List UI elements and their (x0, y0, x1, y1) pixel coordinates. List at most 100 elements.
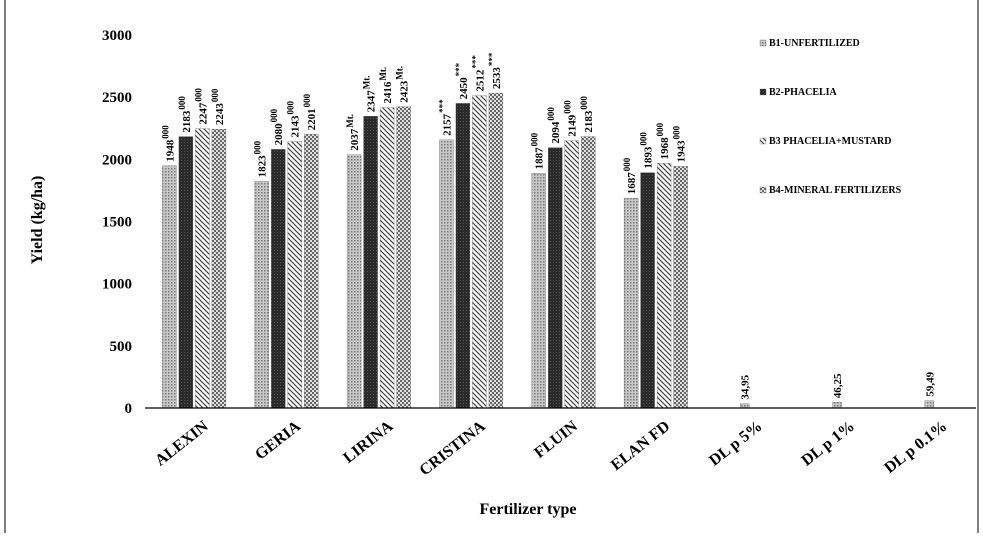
y-tick-label: 1000 (102, 277, 132, 293)
x-tick-label: DL p 5% (706, 418, 766, 470)
significance-mark: 000 (286, 101, 296, 115)
legend-swatch (759, 88, 767, 96)
legend-swatch (759, 186, 767, 194)
significance-mark: 000 (563, 100, 573, 114)
bar (472, 95, 487, 409)
bar-value-label: 2037Mt. (345, 114, 361, 151)
bar (346, 154, 362, 409)
bar-value-label: 2416Mt. (378, 67, 394, 104)
bar-value-label: 2243000 (210, 88, 226, 125)
significance-mark: 000 (639, 132, 649, 146)
bar (673, 166, 688, 409)
significance-mark: 000 (177, 96, 187, 110)
significance-mark: 000 (655, 122, 665, 136)
bar (656, 163, 672, 409)
y-tick-label: 500 (110, 339, 133, 355)
significance-mark: *** (487, 52, 497, 66)
y-tick-label: 2000 (102, 152, 132, 168)
bar-value-label: 46,25 (832, 373, 844, 398)
bar-value-label: 1893000 (639, 132, 655, 169)
legend-label: B1-UNFERTILIZED (769, 38, 860, 49)
bar (740, 403, 750, 409)
bar (304, 134, 319, 409)
x-tick-label: LIRINA (340, 417, 396, 466)
y-tick-label: 2500 (102, 90, 132, 106)
bar (178, 136, 194, 409)
significance-mark: 000 (210, 88, 220, 102)
x-axis: ALEXIN GERIA LIRINA CRISTINA FLUIN ELAN FD DL … (145, 407, 976, 479)
bar-value-label: 59,49 (924, 371, 936, 396)
bar-value-label: 2247000 (193, 88, 209, 125)
bar (396, 106, 411, 409)
significance-mark: 000 (579, 96, 589, 110)
bar (287, 141, 302, 409)
bar-value-label: 1943000 (672, 125, 688, 162)
bar (488, 92, 504, 409)
significance-mark: 000 (622, 157, 632, 171)
bar (581, 136, 596, 409)
bar-value-label: 2512*** (470, 55, 486, 92)
significance-mark: 000 (530, 132, 540, 146)
x-tick-label: FLUIN (531, 417, 581, 461)
significance-mark: *** (470, 55, 480, 69)
bar (379, 107, 395, 409)
significance-mark: 000 (269, 108, 279, 122)
bar (254, 181, 269, 409)
bar-value-label: 2450*** (454, 62, 470, 99)
bar-value-label: 2094000 (546, 107, 562, 144)
bar (623, 198, 639, 409)
bar-value-label: 1948000 (160, 125, 176, 162)
bar (363, 116, 378, 409)
bar-value-label: 1887000 (530, 132, 546, 169)
x-axis-title: Fertilizer type (480, 501, 577, 518)
bar-value-label: 2149000 (563, 100, 579, 137)
x-tick-label: CRISTINA (417, 417, 489, 479)
significance-mark: Mt. (378, 67, 388, 81)
significance-mark: 000 (546, 107, 556, 121)
bar-value-label: 2183000 (177, 96, 193, 133)
significance-mark: Mt. (362, 75, 372, 89)
x-tick-label: DL p 1% (798, 418, 858, 470)
y-tick-label: 0 (125, 401, 133, 417)
y-tick-label: 3000 (102, 28, 132, 44)
significance-mark: 000 (672, 125, 682, 139)
bar (548, 147, 563, 409)
bar (531, 173, 546, 409)
bar-value-label: 1687000 (622, 157, 638, 194)
y-axis: 0 500 1000 1500 2000 2500 3000 (102, 28, 132, 417)
legend: B1-UNFERTILIZED B2-PHACELIA B3 PHACELIA+MU… (759, 38, 902, 196)
bar (640, 172, 655, 409)
bar (195, 128, 210, 409)
significance-mark: 000 (253, 140, 263, 154)
bar (564, 140, 579, 409)
bar-value-label: 2533*** (487, 52, 503, 89)
bar (439, 139, 454, 409)
bar (271, 149, 286, 409)
significance-mark: Mt. (395, 66, 405, 80)
significance-mark: 000 (193, 88, 203, 102)
bar-value-label: 2157*** (437, 99, 453, 136)
x-tick-label: GERIA (252, 417, 304, 463)
significance-mark: *** (454, 62, 464, 76)
bar-value-label: 34,95 (740, 374, 752, 399)
significance-mark: *** (437, 99, 447, 113)
bar-value-label: 2143000 (286, 101, 302, 138)
y-axis-title: Yield (kg/ha) (29, 176, 46, 265)
x-tick-label: DL p 0.1% (881, 418, 950, 477)
bar-value-label: 2423Mt. (395, 66, 411, 103)
bar (162, 165, 177, 409)
x-tick-label: ALEXIN (152, 417, 212, 469)
legend-swatch (759, 39, 767, 47)
significance-mark: 000 (302, 93, 312, 107)
bar-value-label: 1968000 (655, 122, 671, 159)
bar-value-label: 1823000 (253, 140, 269, 177)
y-tick-label: 1500 (102, 215, 132, 231)
bar (455, 103, 471, 409)
bar (832, 402, 842, 409)
bar-value-label: 2080000 (269, 108, 285, 145)
bar-value-label: 2347Mt. (362, 75, 378, 112)
bar (211, 128, 227, 409)
